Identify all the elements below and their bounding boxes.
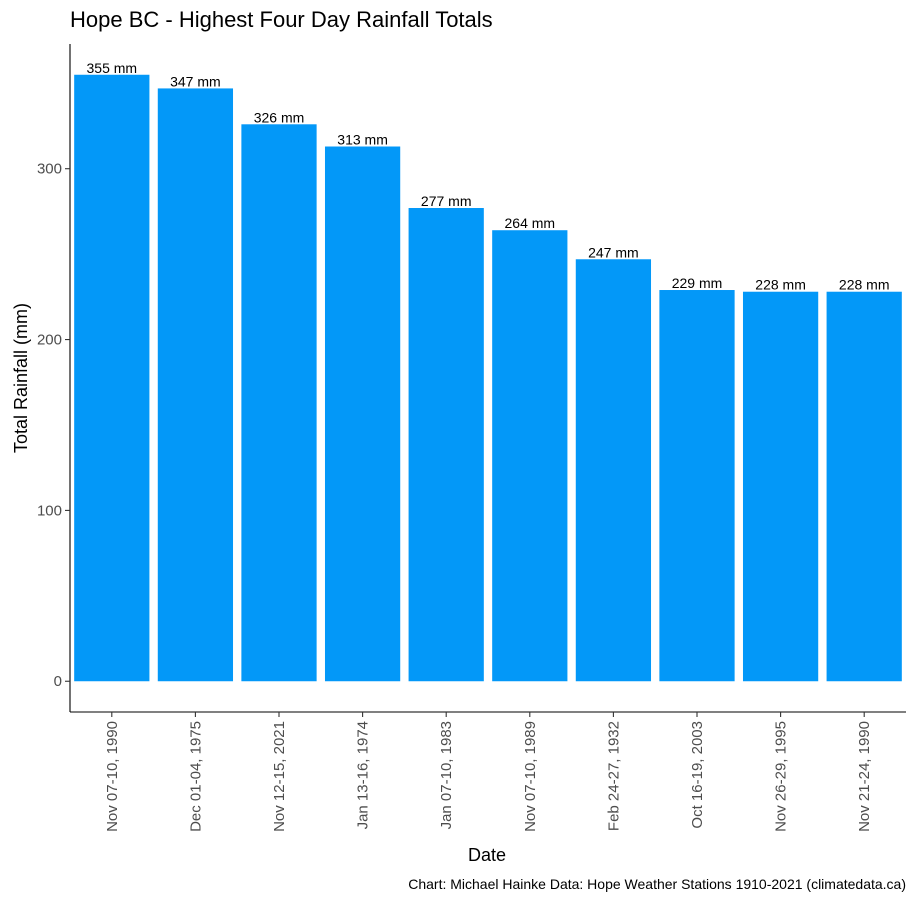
bar-value-label: 228 mm (839, 277, 890, 293)
x-tick-label: Nov 21-24, 1990 (856, 721, 873, 832)
x-tick-label: Feb 24-27, 1932 (605, 721, 622, 831)
x-axis-title: Date (468, 845, 506, 865)
chart-caption: Chart: Michael Hainke Data: Hope Weather… (408, 876, 906, 892)
bar-value-label: 326 mm (254, 109, 305, 125)
bar (575, 259, 652, 682)
y-tick-label: 200 (37, 332, 62, 349)
x-tick-label: Nov 07-10, 1989 (522, 721, 539, 832)
x-tick-label: Nov 07-10, 1990 (104, 721, 121, 832)
bar (408, 208, 484, 682)
x-tick-label: Nov 12-15, 2021 (271, 721, 288, 832)
bar (157, 88, 234, 682)
bar-value-label: 355 mm (87, 60, 138, 76)
bar (74, 74, 150, 682)
y-tick-label: 300 (37, 161, 62, 178)
x-tick-label: Jan 13-16, 1974 (355, 721, 372, 829)
bar (742, 291, 819, 682)
bar (324, 146, 401, 682)
bar (492, 230, 568, 682)
y-tick-label: 100 (37, 502, 62, 519)
bar (826, 291, 902, 682)
bar-value-label: 247 mm (588, 244, 639, 260)
x-tick-label: Oct 16-19, 2003 (689, 721, 706, 829)
bar-value-label: 347 mm (170, 73, 221, 89)
chart-title: Hope BC - Highest Four Day Rainfall Tota… (70, 7, 493, 32)
plot-area: 355 mm 347 mm 326 mm 313 mm 277 mm 264 mm 247 … (37, 44, 906, 832)
bar-value-label: 277 mm (421, 193, 472, 209)
bar (659, 290, 735, 682)
bar (241, 124, 317, 682)
x-tick-label: Nov 26-29, 1995 (773, 721, 790, 832)
x-tick-label: Jan 07-10, 1983 (438, 721, 455, 829)
y-tick-label: 0 (54, 673, 62, 690)
bar-value-label: 264 mm (505, 215, 556, 231)
x-tick-label: Dec 01-04, 1975 (187, 721, 204, 832)
bar-value-label: 313 mm (337, 132, 388, 148)
y-axis-title: Total Rainfall (mm) (11, 303, 31, 453)
bar-value-label: 228 mm (755, 277, 806, 293)
bar-value-label: 229 mm (672, 275, 723, 291)
